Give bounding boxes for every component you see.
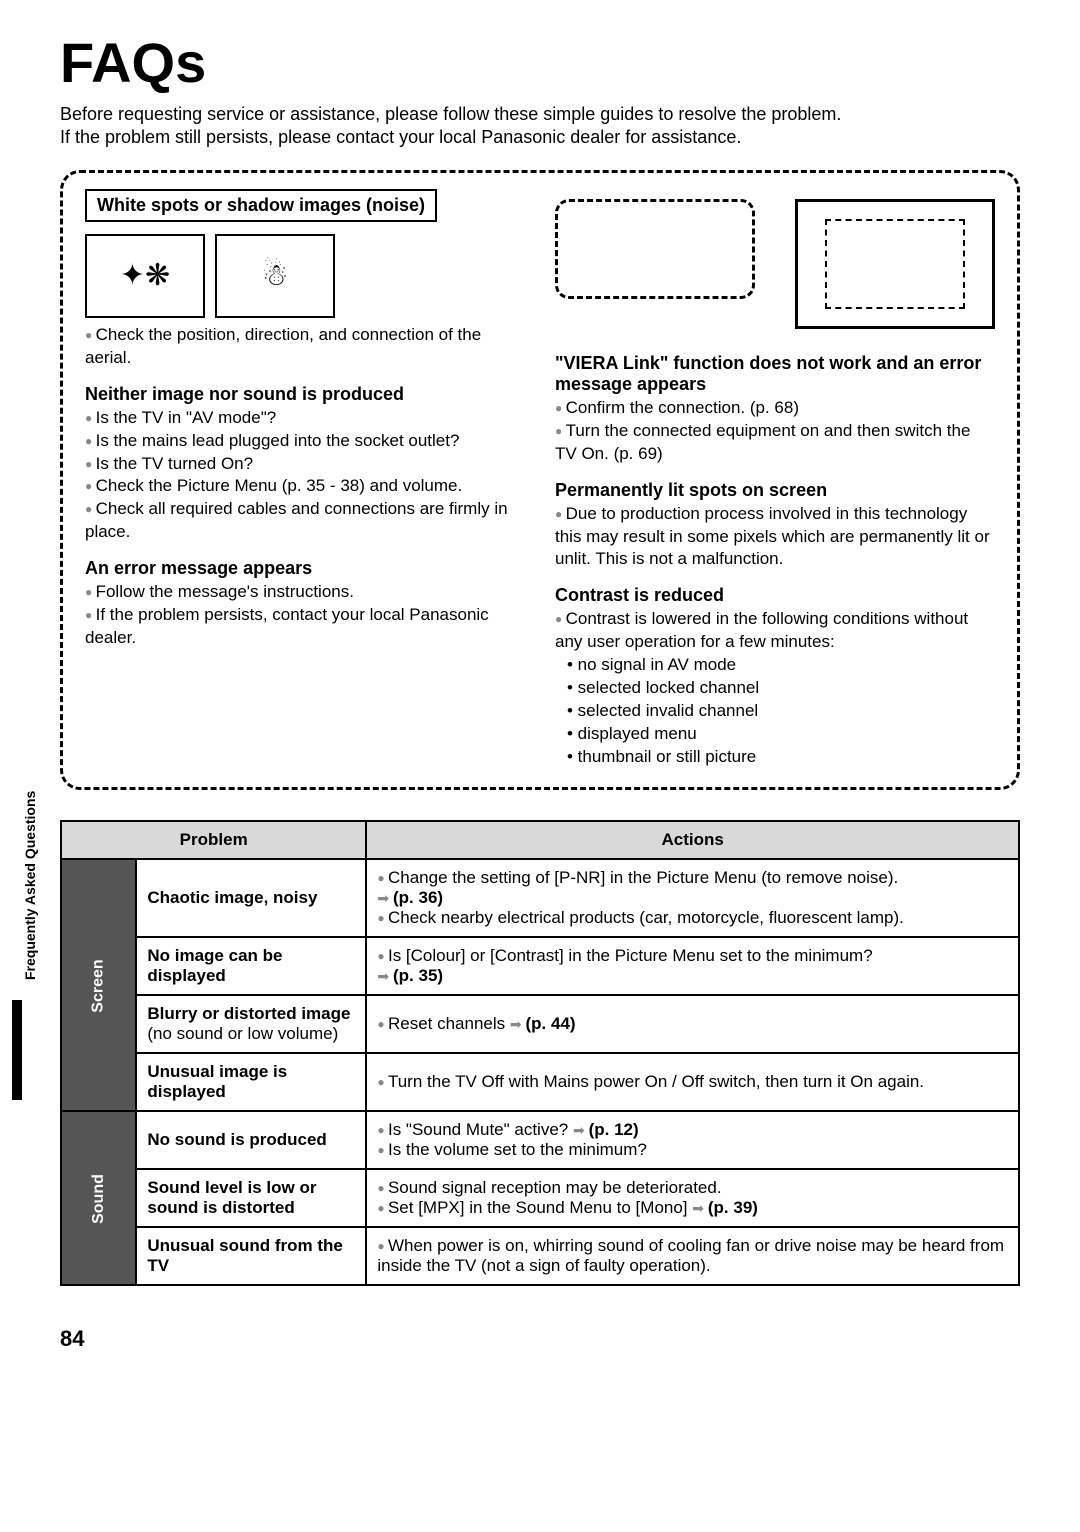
page-number: 84 — [60, 1326, 1020, 1352]
category-screen: Screen — [61, 859, 136, 1111]
problem-cell: Unusual image is displayed — [136, 1053, 366, 1111]
section-viera-link: "VIERA Link" function does not work and … — [555, 353, 995, 395]
bullet: Check all required cables and connection… — [85, 498, 525, 544]
problem-cell: No image can be displayed — [136, 937, 366, 995]
problem-cell: No sound is produced — [136, 1111, 366, 1169]
sub-bullet: • selected invalid channel — [555, 700, 995, 723]
bullet: Check the position, direction, and conne… — [85, 324, 525, 370]
problem-cell: Blurry or distorted image(no sound or lo… — [136, 995, 366, 1053]
bullet: Turn the connected equipment on and then… — [555, 420, 995, 466]
bullet: Check the Picture Menu (p. 35 - 38) and … — [85, 475, 525, 498]
tv-diagram — [555, 189, 995, 339]
page-title: FAQs — [60, 30, 1020, 95]
action-cell: Reset channels (p. 44) — [366, 995, 1019, 1053]
sub-bullet: • selected locked channel — [555, 677, 995, 700]
bullet: Is the TV in "AV mode"? — [85, 407, 525, 430]
section-no-image-sound: Neither image nor sound is produced — [85, 384, 525, 405]
section-error-msg: An error message appears — [85, 558, 525, 579]
side-label: Frequently Asked Questions — [22, 791, 38, 980]
category-sound: Sound — [61, 1111, 136, 1285]
problem-cell: Unusual sound from the TV — [136, 1227, 366, 1285]
bullet: Is the TV turned On? — [85, 453, 525, 476]
action-cell: When power is on, whirring sound of cool… — [366, 1227, 1019, 1285]
bullet: Confirm the connection. (p. 68) — [555, 397, 995, 420]
action-cell: Sound signal reception may be deteriorat… — [366, 1169, 1019, 1227]
noise-image-2: ☃ — [215, 234, 335, 318]
noise-image-1: ✦❋ — [85, 234, 205, 318]
troubleshoot-box: White spots or shadow images (noise) ✦❋ … — [60, 170, 1020, 790]
problem-cell: Chaotic image, noisy — [136, 859, 366, 937]
bullet: Is the mains lead plugged into the socke… — [85, 430, 525, 453]
action-cell: Turn the TV Off with Mains power On / Of… — [366, 1053, 1019, 1111]
bullet: Due to production process involved in th… — [555, 503, 995, 572]
action-cell: Is [Colour] or [Contrast] in the Picture… — [366, 937, 1019, 995]
problem-cell: Sound level is low or sound is distorted — [136, 1169, 366, 1227]
sub-bullet: • displayed menu — [555, 723, 995, 746]
sub-bullet: • thumbnail or still picture — [555, 746, 995, 769]
bullet: If the problem persists, contact your lo… — [85, 604, 525, 650]
action-cell: Is "Sound Mute" active? (p. 12) Is the v… — [366, 1111, 1019, 1169]
sub-bullet: • no signal in AV mode — [555, 654, 995, 677]
section-lit-spots: Permanently lit spots on screen — [555, 480, 995, 501]
bullet: Follow the message's instructions. — [85, 581, 525, 604]
col-actions: Actions — [366, 821, 1019, 859]
intro-text: Before requesting service or assistance,… — [60, 103, 1020, 150]
section-contrast: Contrast is reduced — [555, 585, 995, 606]
action-cell: Change the setting of [P-NR] in the Pict… — [366, 859, 1019, 937]
section-white-spots: White spots or shadow images (noise) — [85, 189, 437, 222]
col-problem: Problem — [61, 821, 366, 859]
bullet: Contrast is lowered in the following con… — [555, 608, 995, 654]
side-tab — [12, 1000, 22, 1100]
faq-table: Problem Actions Screen Chaotic image, no… — [60, 820, 1020, 1286]
